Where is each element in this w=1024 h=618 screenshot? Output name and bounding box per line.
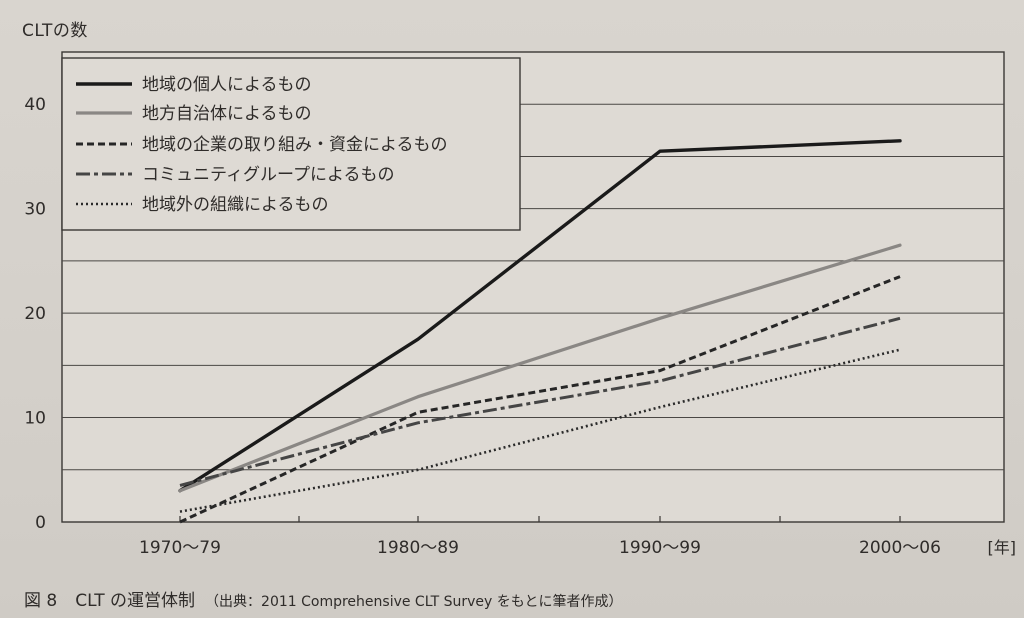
x-tick-label: 1970〜79 <box>139 538 221 558</box>
x-tick-label: 2000〜06 <box>859 538 941 558</box>
y-tick-label: 40 <box>24 95 46 115</box>
figure-source: （出典：2011 Comprehensive CLT Survey をもとに筆者… <box>205 594 623 610</box>
x-tick-label: 1980〜89 <box>377 538 459 558</box>
legend-box <box>61 57 521 231</box>
legend-label-2: 地方自治体によるもの <box>142 104 312 124</box>
x-axis-label: [年] <box>988 538 1017 557</box>
figure-number: 図 8 <box>24 591 58 611</box>
series-line-2 <box>178 243 902 493</box>
legend-label-1: 地域の個人によるもの <box>142 75 312 95</box>
figure-caption: 図 8 CLT の運営体制 （出典：2011 Comprehensive CLT S… <box>24 586 622 611</box>
figure-title: CLT の運営体制 <box>75 591 196 611</box>
series-line-1 <box>178 139 902 493</box>
legend-label-4: コミュニティグループによるもの <box>142 165 394 185</box>
y-tick-label: 20 <box>24 304 46 324</box>
y-tick-label: 10 <box>24 409 46 429</box>
y-axis-label: CLTの数 <box>22 21 88 41</box>
legend-label-5: 地域外の組織によるもの <box>142 195 329 215</box>
x-tick-label: 1990〜99 <box>619 538 701 558</box>
legend-label-3: 地域の企業の取り組み・資金によるもの <box>142 135 448 155</box>
series-line-5 <box>179 348 901 513</box>
y-tick-label: 30 <box>24 200 46 220</box>
y-tick-label: 0 <box>35 513 46 533</box>
series-line-4 <box>179 316 901 487</box>
